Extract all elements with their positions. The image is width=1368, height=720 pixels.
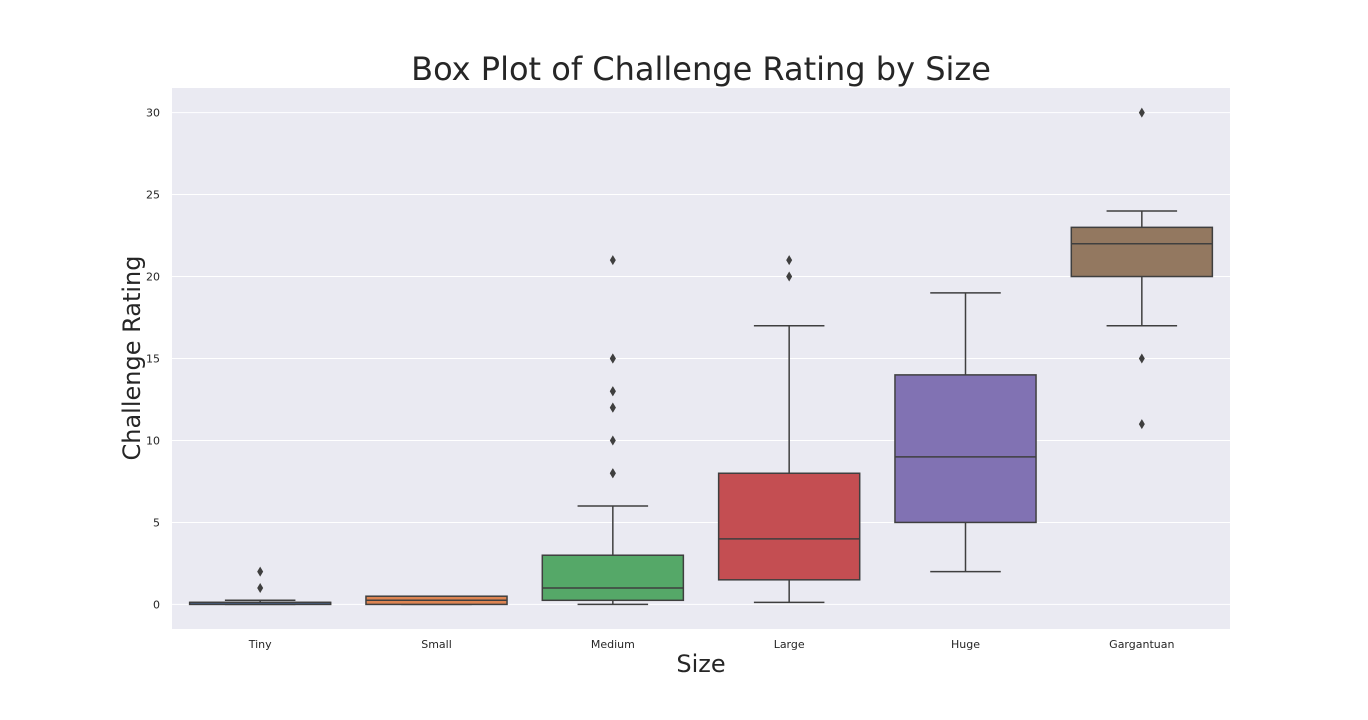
y-tick-label: 25 (146, 189, 160, 202)
iqr-box (1070, 226, 1214, 278)
x-tick-label: Gargantuan (1109, 638, 1174, 651)
iqr-box (894, 374, 1037, 524)
iqr-box (717, 472, 861, 581)
outlier-point (609, 353, 616, 364)
x-tick-label: Huge (951, 638, 980, 651)
outlier-point (1138, 419, 1145, 430)
outlier-point (786, 271, 793, 282)
box-medium (541, 255, 685, 606)
outlier-point (609, 402, 616, 413)
x-tick-label: Small (421, 638, 452, 651)
chart-title: Box Plot of Challenge Rating by Size (411, 50, 991, 88)
y-tick-label: 30 (146, 107, 160, 120)
y-tick-label: 5 (153, 516, 160, 529)
outlier-point (1138, 353, 1145, 364)
outlier-point (786, 255, 793, 266)
y-tick-label: 0 (153, 598, 160, 611)
outlier-point (257, 566, 264, 577)
box-small (365, 595, 508, 606)
outlier-point (1138, 107, 1145, 118)
outlier-point (609, 386, 616, 397)
boxes-layer (188, 107, 1214, 606)
y-tick-label: 20 (146, 271, 160, 284)
y-tick-label: 15 (146, 353, 160, 366)
grid-lines (172, 112, 1230, 605)
outlier-point (609, 435, 616, 446)
outlier-point (257, 583, 264, 594)
x-axis-ticks: Tiny Small Medium Large Huge Gargantuan (248, 638, 1175, 651)
x-tick-label: Tiny (248, 638, 272, 651)
box-huge (894, 292, 1037, 573)
outlier-point (609, 468, 616, 479)
x-tick-label: Medium (591, 638, 635, 651)
box-tiny (188, 566, 332, 606)
x-tick-label: Large (774, 638, 805, 651)
y-tick-label: 10 (146, 434, 160, 447)
y-axis-label: Challenge Rating (118, 256, 146, 461)
box-large (717, 255, 861, 604)
outlier-point (609, 255, 616, 266)
y-axis-ticks: 0 5 10 15 20 25 30 (146, 107, 160, 612)
iqr-box (541, 554, 685, 602)
x-axis-label: Size (676, 650, 725, 678)
box-gargantuan (1070, 107, 1214, 430)
